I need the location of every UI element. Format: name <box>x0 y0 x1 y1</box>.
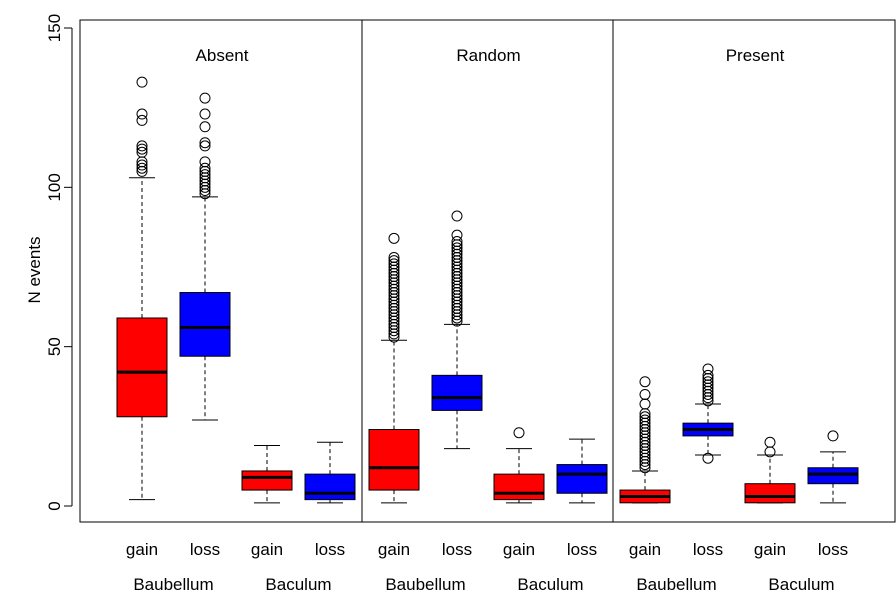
iqr-box <box>431 374 483 411</box>
outlier-point <box>136 159 148 171</box>
outlier-point <box>199 140 211 152</box>
x-tick-label: gain <box>754 540 786 559</box>
outlier-point <box>702 369 714 381</box>
iqr-box <box>556 464 608 494</box>
box-present-baubellum-gain <box>619 376 671 504</box>
box-absent-baubellum-gain <box>116 76 168 501</box>
box-absent-baculum-loss <box>304 441 356 504</box>
x-tick-label: gain <box>378 540 410 559</box>
x-tick-label: loss <box>190 540 220 559</box>
outlier-point <box>136 162 148 174</box>
outlier-point <box>639 398 651 410</box>
box-present-baculum-gain <box>744 436 796 504</box>
box-random-baubellum-gain <box>368 232 420 504</box>
iqr-box <box>493 473 545 501</box>
outlier-point <box>388 251 400 263</box>
x-group-label: Baculum <box>768 575 834 594</box>
x-tick-label: loss <box>693 540 723 559</box>
x-group-label: Baubellum <box>385 575 465 594</box>
outlier-point <box>451 242 463 254</box>
outlier-point <box>136 114 148 126</box>
box-present-baubellum-loss <box>682 363 734 464</box>
outlier-point <box>639 414 651 426</box>
outlier-point <box>388 232 400 244</box>
box-present-baculum-loss <box>807 430 859 504</box>
outlier-point <box>136 108 148 120</box>
outlier-point <box>702 452 714 464</box>
outlier-point <box>199 169 211 181</box>
outlier-point <box>199 121 211 133</box>
outlier-point <box>513 427 525 439</box>
iqr-box <box>744 483 796 504</box>
panels-layer: Absent Random Present <box>79 19 896 523</box>
x-tick-label: loss <box>442 540 472 559</box>
outlier-point <box>199 137 211 149</box>
outlier-point <box>199 162 211 174</box>
y-axis-label: N events <box>25 236 44 303</box>
box-absent-baubellum-loss <box>179 92 231 421</box>
iqr-box <box>241 470 293 491</box>
outlier-point <box>199 108 211 120</box>
boxes-layer <box>116 76 859 504</box>
box-random-baculum-loss <box>556 438 608 504</box>
y-tick-label: 100 <box>45 173 64 201</box>
box-absent-baculum-gain <box>241 444 293 504</box>
y-tick-label: 50 <box>45 337 64 356</box>
outlier-point <box>702 363 714 375</box>
panel-frame <box>79 19 363 523</box>
outlier-point <box>388 258 400 270</box>
outlier-point <box>827 430 839 442</box>
outlier-point <box>199 156 211 168</box>
panel-title: Absent <box>196 46 249 65</box>
panel-title: Random <box>456 46 520 65</box>
x-tick-label: loss <box>818 540 848 559</box>
outlier-point <box>451 229 463 241</box>
x-tick-label: gain <box>251 540 283 559</box>
outlier-point <box>639 411 651 423</box>
x-tick-label: loss <box>567 540 597 559</box>
x-tick-label: loss <box>315 540 345 559</box>
outlier-point <box>136 140 148 152</box>
y-axis: 0 50 100 150 <box>45 14 73 511</box>
iqr-box <box>179 291 231 357</box>
y-tick-label: 0 <box>45 501 64 510</box>
outlier-point <box>451 236 463 248</box>
x-group-label: Baculum <box>265 575 331 594</box>
outlier-point <box>136 146 148 158</box>
x-group-label: Baubellum <box>133 575 213 594</box>
outlier-point <box>702 376 714 388</box>
outlier-point <box>199 92 211 104</box>
iqr-box <box>304 473 356 501</box>
x-tick-label: gain <box>503 540 535 559</box>
x-tick-label: gain <box>629 540 661 559</box>
iqr-box <box>368 429 420 491</box>
outlier-point <box>388 255 400 267</box>
outlier-point <box>136 76 148 88</box>
outlier-point <box>451 210 463 222</box>
outlier-point <box>136 143 148 155</box>
y-tick-label: 150 <box>45 14 64 42</box>
box-random-baubellum-loss <box>431 210 483 450</box>
x-tick-label: gain <box>126 540 158 559</box>
iqr-box <box>807 467 859 485</box>
x-axis-labels: gain loss gain loss Baubellum Baculum gain loss… <box>126 540 848 594</box>
box-random-baculum-gain <box>493 427 545 504</box>
panel-frame <box>612 19 896 523</box>
iqr-box <box>116 317 168 418</box>
x-group-label: Baculum <box>517 575 583 594</box>
outlier-point <box>639 376 651 388</box>
outlier-point <box>764 436 776 448</box>
x-group-label: Baubellum <box>636 575 716 594</box>
panel-title: Present <box>726 46 785 65</box>
outlier-point <box>639 388 651 400</box>
